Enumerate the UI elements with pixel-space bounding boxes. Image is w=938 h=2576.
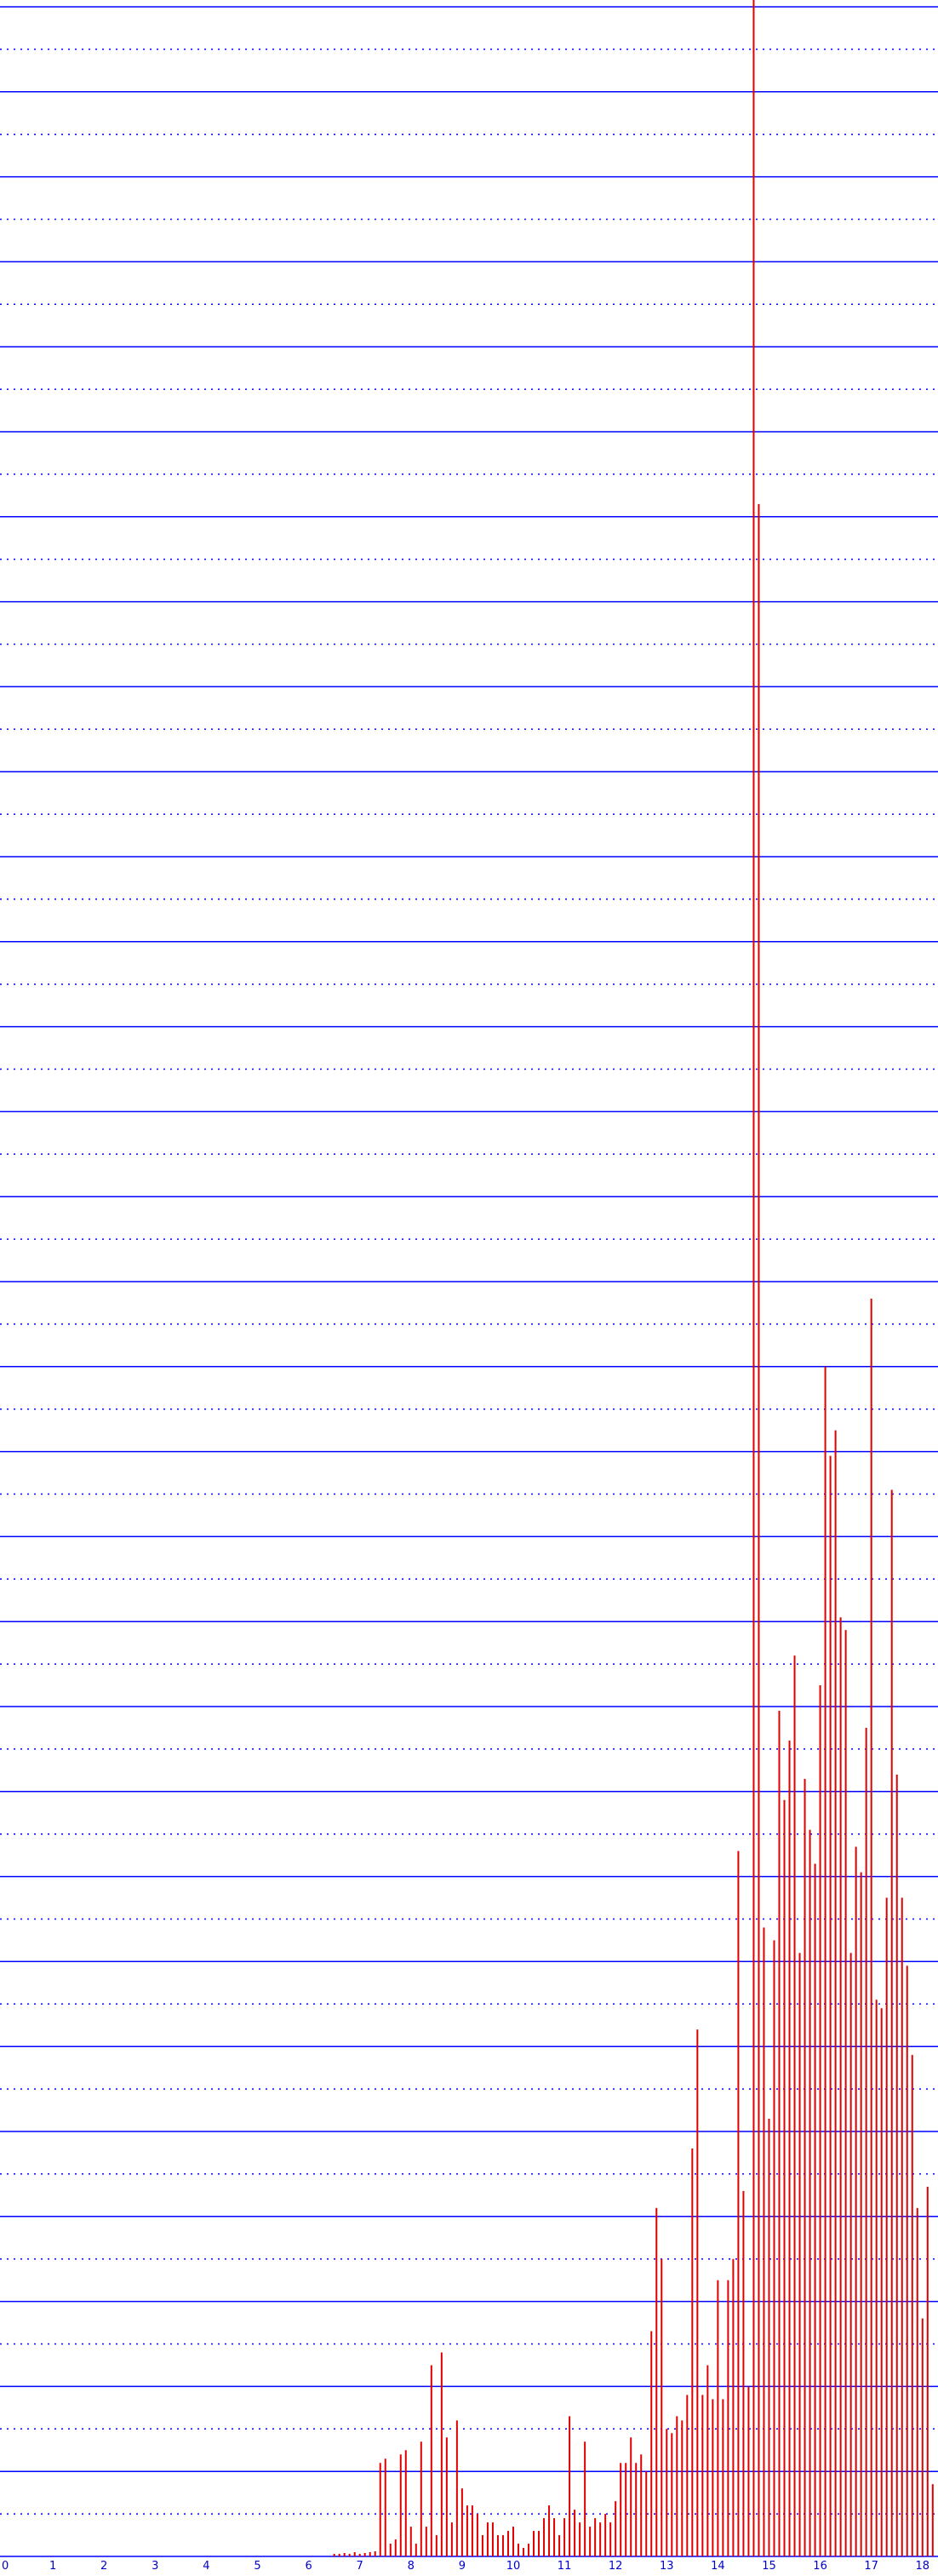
x-tick-label: 9 (459, 2560, 466, 2573)
x-tick-label: 12 (609, 2560, 623, 2573)
x-tick-label: 18 (916, 2560, 930, 2573)
x-tick-label: 2 (100, 2560, 107, 2573)
bars (333, 0, 934, 2556)
x-tick-label: 5 (254, 2560, 260, 2573)
x-tick-label: 0 (2, 2560, 9, 2573)
x-tick-label: 16 (813, 2560, 827, 2573)
x-tick-label: 11 (558, 2560, 572, 2573)
x-tick-label: 4 (203, 2560, 209, 2573)
x-tick-label: 8 (408, 2560, 415, 2573)
x-tick-label: 7 (357, 2560, 363, 2573)
x-tick-label: 6 (305, 2560, 312, 2573)
x-tick-label: 10 (506, 2560, 521, 2573)
x-tick-label: 15 (762, 2560, 776, 2573)
x-tick-label: 13 (660, 2560, 674, 2573)
x-tick-label: 17 (864, 2560, 878, 2573)
x-tick-label: 1 (49, 2560, 56, 2573)
x-tick-label: 3 (152, 2560, 158, 2573)
x-tick-label: 14 (711, 2560, 725, 2573)
